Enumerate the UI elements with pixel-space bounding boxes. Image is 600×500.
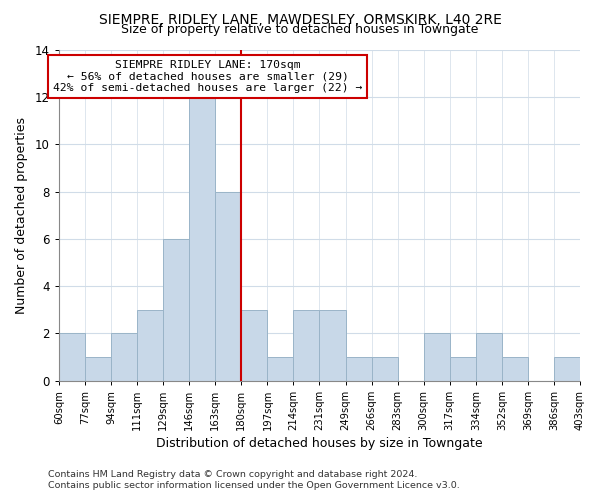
Text: SIEMPRE, RIDLEY LANE, MAWDESLEY, ORMSKIRK, L40 2RE: SIEMPRE, RIDLEY LANE, MAWDESLEY, ORMSKIR… bbox=[98, 12, 502, 26]
Bar bbox=[59, 334, 85, 380]
Bar bbox=[293, 310, 319, 380]
Bar bbox=[137, 310, 163, 380]
Bar bbox=[371, 357, 398, 380]
Bar bbox=[319, 310, 346, 380]
Bar bbox=[502, 357, 528, 380]
Bar bbox=[163, 239, 189, 380]
Bar bbox=[215, 192, 241, 380]
Bar bbox=[111, 334, 137, 380]
Bar bbox=[424, 334, 450, 380]
Bar bbox=[554, 357, 580, 380]
Text: Size of property relative to detached houses in Towngate: Size of property relative to detached ho… bbox=[121, 22, 479, 36]
Bar bbox=[450, 357, 476, 380]
Text: Contains HM Land Registry data © Crown copyright and database right 2024.
Contai: Contains HM Land Registry data © Crown c… bbox=[48, 470, 460, 490]
Bar bbox=[189, 97, 215, 380]
Text: SIEMPRE RIDLEY LANE: 170sqm
← 56% of detached houses are smaller (29)
42% of sem: SIEMPRE RIDLEY LANE: 170sqm ← 56% of det… bbox=[53, 60, 362, 93]
Bar bbox=[476, 334, 502, 380]
Bar bbox=[241, 310, 268, 380]
Bar bbox=[346, 357, 371, 380]
Bar bbox=[85, 357, 111, 380]
X-axis label: Distribution of detached houses by size in Towngate: Distribution of detached houses by size … bbox=[156, 437, 483, 450]
Y-axis label: Number of detached properties: Number of detached properties bbox=[15, 117, 28, 314]
Bar bbox=[268, 357, 293, 380]
